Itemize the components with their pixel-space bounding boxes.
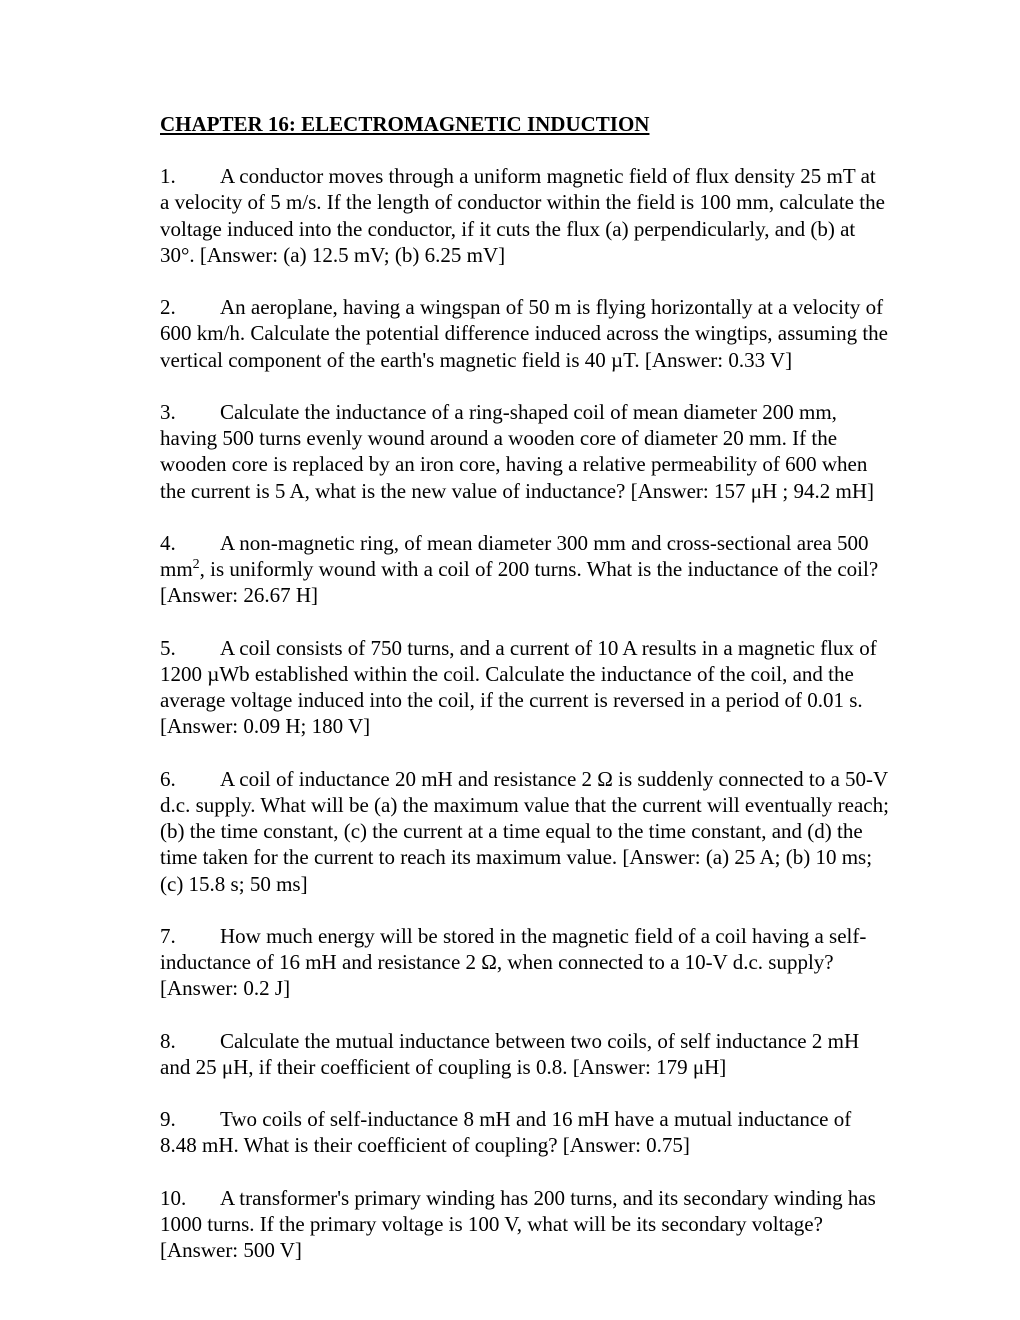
question-8: 8.Calculate the mutual inductance betwee… <box>160 1028 890 1081</box>
question-text: Two coils of self-inductance 8 mH and 16… <box>160 1107 851 1157</box>
question-2: 2.An aeroplane, having a wingspan of 50 … <box>160 294 890 373</box>
question-text-post: , is uniformly wound with a coil of 200 … <box>160 557 878 607</box>
question-text: A conductor moves through a uniform magn… <box>160 164 885 267</box>
question-number: 7. <box>160 923 220 949</box>
question-3: 3.Calculate the inductance of a ring-sha… <box>160 399 890 504</box>
question-9: 9.Two coils of self-inductance 8 mH and … <box>160 1106 890 1159</box>
question-number: 5. <box>160 635 220 661</box>
question-4: 4.A non-magnetic ring, of mean diameter … <box>160 530 890 609</box>
question-text: A coil of inductance 20 mH and resistanc… <box>160 767 889 896</box>
question-text: A transformer's primary winding has 200 … <box>160 1186 876 1263</box>
question-10: 10.A transformer's primary winding has 2… <box>160 1185 890 1264</box>
chapter-title: CHAPTER 16: ELECTROMAGNETIC INDUCTION <box>160 112 890 137</box>
question-1: 1.A conductor moves through a uniform ma… <box>160 163 890 268</box>
question-text: A coil consists of 750 turns, and a curr… <box>160 636 877 739</box>
question-number: 6. <box>160 766 220 792</box>
question-7: 7.How much energy will be stored in the … <box>160 923 890 1002</box>
question-number: 3. <box>160 399 220 425</box>
question-number: 8. <box>160 1028 220 1054</box>
question-number: 2. <box>160 294 220 320</box>
question-text: Calculate the inductance of a ring-shape… <box>160 400 874 503</box>
question-number: 1. <box>160 163 220 189</box>
question-number: 9. <box>160 1106 220 1132</box>
question-text: An aeroplane, having a wingspan of 50 m … <box>160 295 888 372</box>
question-5: 5.A coil consists of 750 turns, and a cu… <box>160 635 890 740</box>
question-6: 6.A coil of inductance 20 mH and resista… <box>160 766 890 897</box>
question-number: 4. <box>160 530 220 556</box>
question-text: Calculate the mutual inductance between … <box>160 1029 859 1079</box>
question-text: How much energy will be stored in the ma… <box>160 924 866 1001</box>
superscript: 2 <box>193 557 200 572</box>
question-number: 10. <box>160 1185 220 1211</box>
